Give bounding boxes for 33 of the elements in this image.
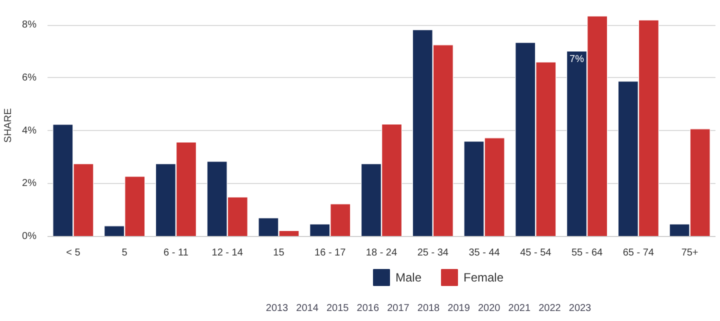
text: 2021 [508,303,531,314]
text: 2015 [326,303,350,314]
x-tick-label: 45 - 54 [520,248,552,258]
x-tick-label: 35 - 44 [468,248,500,258]
text: 2020 [478,303,501,314]
x-tick-label: 5 [122,248,128,258]
x-tick-label: 18 - 24 [366,248,398,258]
y-tick-label: 0% [22,231,37,242]
x-tick-label: 16 - 17 [314,248,346,258]
x-tick-label: 6 - 11 [164,248,189,258]
text: 2022 [538,303,562,314]
text: 2013 [266,303,289,314]
x-tick-label: 65 - 74 [622,248,654,258]
y-tick-label: 4% [22,125,37,136]
y-axis-title: SHARE [3,108,14,143]
legend-label: Female [464,270,504,284]
text: 2016 [356,303,380,314]
y-tick-label: 8% [22,20,37,31]
text: 2014 [296,303,319,314]
legend-label: Male [396,270,422,284]
text: 2019 [448,303,470,314]
x-tick-label: < 5 [66,248,81,258]
x-tick-label: 12 - 14 [212,248,244,258]
y-tick-label: 6% [22,72,37,84]
x-tick-label: 15 [273,248,285,258]
x-tick-label: 25 - 34 [417,248,449,258]
x-tick-label: 55 - 64 [571,248,604,258]
text: 2017 [387,303,410,314]
text: 2023 [568,303,592,314]
x-tick-label: 75+ [681,248,698,258]
text: 2018 [417,303,440,314]
y-tick-label: 2% [22,178,37,190]
annotation: 7% [570,54,584,66]
